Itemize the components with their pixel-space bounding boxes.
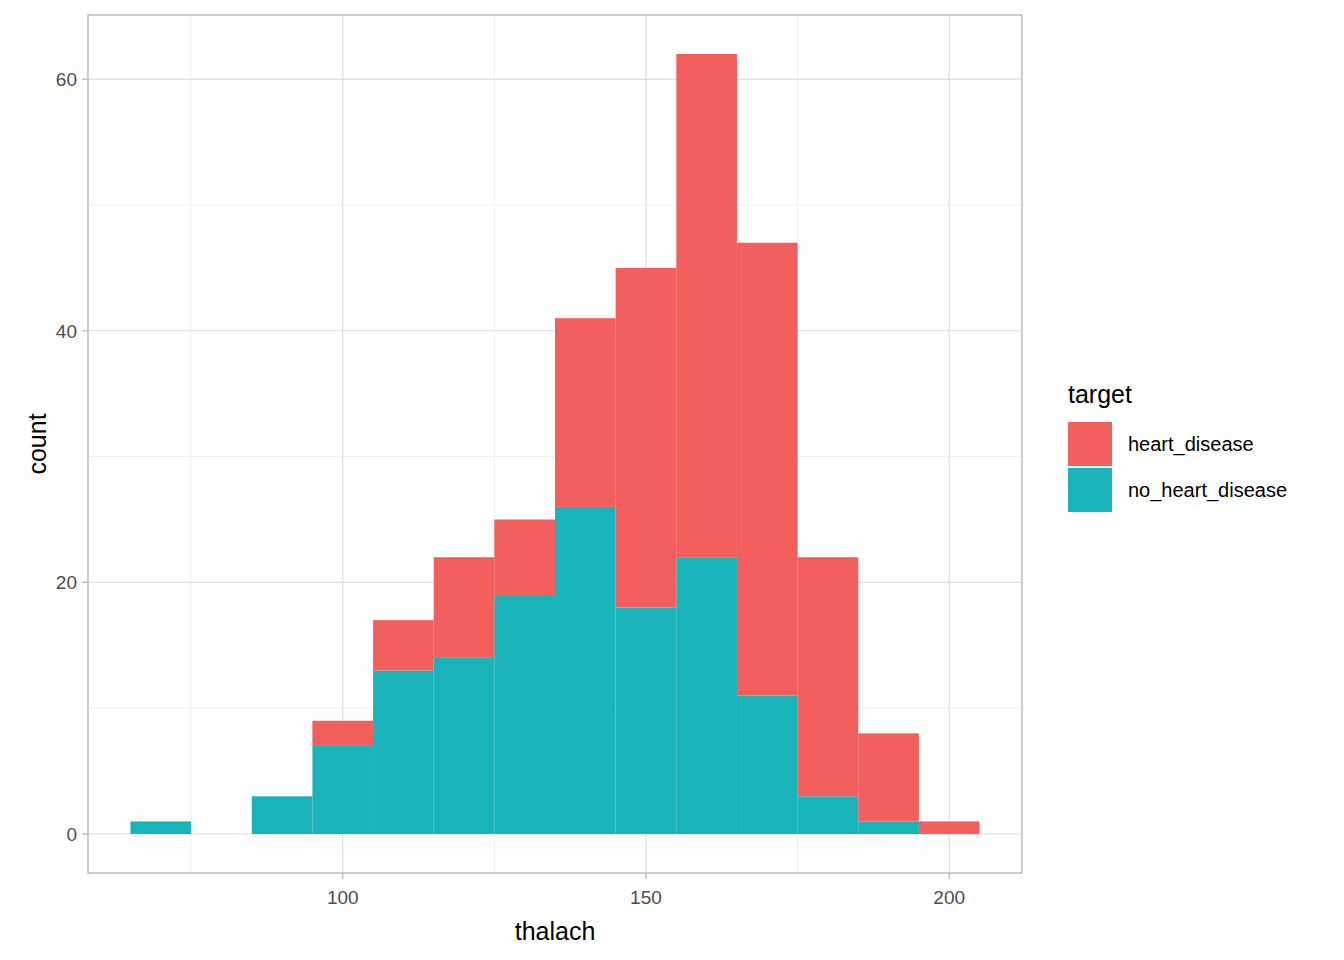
legend-title: target [1068,380,1132,408]
axes: 0 20 40 60 100 150 200 [56,69,965,908]
background [0,0,1344,960]
y-tick [82,833,88,834]
bar [919,821,980,834]
x-tick [949,873,950,879]
bar [616,608,677,834]
bar [434,557,495,658]
bar [616,268,677,608]
bars [130,54,979,834]
bar [130,821,191,834]
bar [494,595,555,834]
y-axis-title: count [23,413,51,474]
bar [312,746,373,834]
x-tick-label: 150 [630,887,662,908]
chart-container: 0 20 40 60 100 150 200 thalach count target heart_… [0,0,1344,960]
y-tick [82,79,88,80]
grid [88,15,1022,873]
bar [191,834,252,835]
grid-line-y [88,79,1022,80]
minor-grid-y [88,204,1022,205]
legend-label: no_heart_disease [1128,479,1287,502]
bar [798,557,859,796]
y-tick [82,582,88,583]
x-axis-title: thalach [515,917,596,945]
y-tick-label: 60 [56,69,77,90]
bar [494,519,555,594]
bar [798,796,859,834]
y-tick [82,330,88,331]
bar [312,721,373,746]
bar [858,733,919,821]
y-tick-label: 0 [66,824,77,845]
bar [737,696,798,834]
legend-key [1068,422,1112,466]
bar [434,658,495,834]
bar [252,796,313,834]
bar [737,243,798,696]
y-tick-label: 40 [56,321,77,342]
y-tick-label: 20 [56,572,77,593]
minor-grid-x [191,15,192,873]
bar [373,670,434,834]
bar [676,54,737,557]
x-tick [645,873,646,879]
grid-line-x [949,15,950,873]
bar [555,507,616,834]
bar [858,821,919,834]
bar [555,318,616,507]
legend: target heart_disease no_heart_disease [1068,380,1287,512]
x-tick [342,873,343,879]
bar [191,834,252,835]
bar [130,821,191,822]
bar [373,620,434,670]
legend-key [1068,468,1112,512]
bar [252,796,313,797]
legend-label: heart_disease [1128,433,1254,456]
bar [676,557,737,834]
x-tick-label: 100 [327,887,359,908]
x-tick-label: 200 [933,887,965,908]
panel-border [88,15,1022,873]
chart-svg: 0 20 40 60 100 150 200 thalach count target heart_… [0,0,1344,960]
